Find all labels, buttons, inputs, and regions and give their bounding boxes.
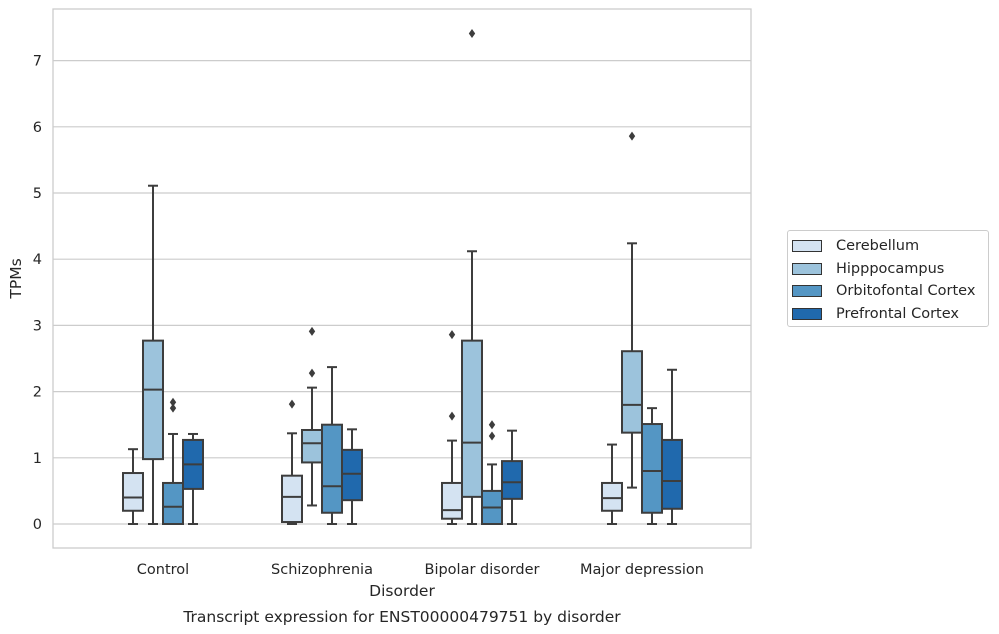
x-tick-label: Major depression (580, 562, 704, 578)
box-iqr (162, 481, 184, 525)
box-orbitofontal-cortex (641, 407, 663, 525)
box-prefrontal-cortex (182, 432, 204, 525)
x-tick-labels: Control Schizophrenia Bipolar disorder Majo… (137, 562, 704, 578)
y-axis-label: TPMs (7, 258, 25, 299)
outlier-point (288, 399, 296, 409)
legend-item: Orbitofontal Cortex (792, 280, 988, 303)
box-prefrontal-cortex (341, 428, 363, 525)
legend-item: Prefrontal Cortex (792, 303, 988, 326)
legend-swatch (792, 307, 822, 320)
outlier-point (488, 420, 496, 430)
legend-swatch (792, 262, 822, 275)
boxes (122, 28, 683, 525)
legend-swatch (792, 285, 822, 298)
outlier-point (448, 330, 456, 340)
box-prefrontal-cortex (501, 429, 523, 525)
outlier-point (169, 397, 177, 407)
box-cerebellum (441, 330, 463, 525)
box-iqr (501, 460, 523, 500)
box-iqr (641, 423, 663, 514)
y-tick-label: 7 (33, 54, 42, 70)
legend-swatch (792, 240, 822, 253)
box-hipppocampus (142, 184, 164, 525)
x-axis-label: Disorder (369, 582, 435, 600)
box-hipppocampus (301, 326, 323, 507)
box-orbitofontal-cortex (321, 366, 343, 525)
x-tick-label: Schizophrenia (271, 562, 373, 578)
outlier-point (308, 368, 316, 378)
y-tick-label: 3 (33, 318, 42, 334)
legend-label: Prefrontal Cortex (836, 305, 959, 322)
box-iqr (601, 481, 623, 512)
box-iqr (621, 350, 643, 434)
x-tick-label: Control (137, 562, 189, 578)
box-prefrontal-cortex (661, 368, 683, 525)
box-orbitofontal-cortex (481, 420, 503, 525)
box-iqr (301, 428, 323, 464)
outlier-point (628, 131, 636, 141)
box-iqr (441, 481, 463, 520)
y-tick-labels: 0 1 2 3 4 5 6 7 (33, 54, 42, 533)
chart-title: Transcript expression for ENST0000047975… (182, 608, 621, 626)
box-hipppocampus (621, 131, 643, 489)
legend-item: Hipppocampus (792, 258, 988, 281)
y-tick-label: 4 (33, 252, 42, 268)
box-iqr (122, 472, 144, 512)
box-iqr (661, 438, 683, 510)
legend-item: Cerebellum (792, 235, 988, 258)
legend-label: Cerebellum (836, 238, 920, 255)
box-hipppocampus (461, 28, 483, 525)
outlier-point (488, 431, 496, 441)
box-cerebellum (122, 448, 144, 525)
box-orbitofontal-cortex (162, 397, 184, 525)
outlier-point (169, 403, 177, 413)
y-tick-label: 2 (33, 385, 42, 401)
legend-label: Orbitofontal Cortex (836, 283, 976, 300)
outlier-point (308, 326, 316, 336)
box-cerebellum (601, 443, 623, 525)
box-iqr (461, 339, 483, 498)
box-iqr (142, 339, 164, 461)
y-tick-label: 0 (33, 517, 42, 533)
box-cerebellum (281, 399, 303, 525)
box-iqr (281, 474, 303, 524)
legend: Cerebellum Hipppocampus Orbitofontal Corte… (787, 230, 989, 327)
plot-frame (52, 8, 752, 549)
x-tick-label: Bipolar disorder (425, 562, 540, 578)
outlier-point (448, 411, 456, 421)
y-tick-label: 5 (33, 186, 42, 202)
y-tick-label: 6 (33, 120, 42, 136)
legend-label: Hipppocampus (836, 260, 945, 277)
box-iqr (321, 423, 343, 514)
y-tick-label: 1 (33, 451, 42, 467)
outlier-point (468, 28, 476, 38)
box-iqr (341, 448, 363, 502)
